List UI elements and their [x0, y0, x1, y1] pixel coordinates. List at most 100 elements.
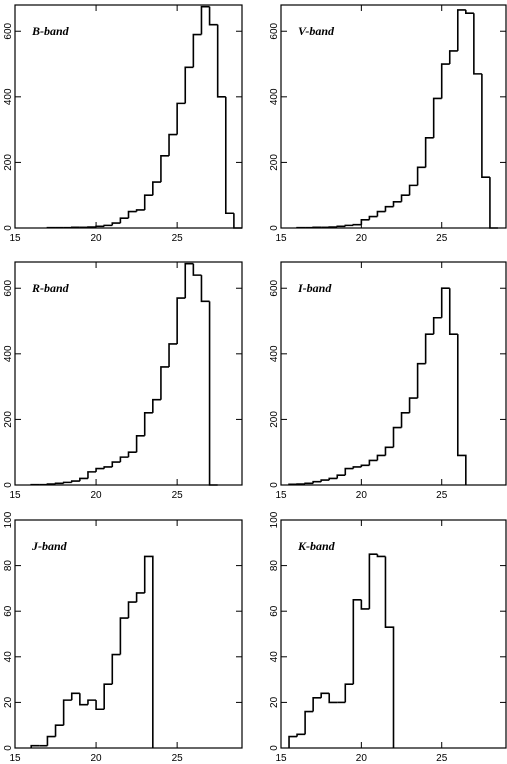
plot-frame: [280, 4, 507, 229]
histogram-bin: [135, 592, 145, 603]
y-tick-label: 80: [3, 560, 14, 572]
plot-frame: [14, 4, 243, 229]
y-tick-label: 0: [269, 745, 280, 751]
x-tick-label: 20: [356, 490, 368, 501]
histogram-bin: [384, 556, 395, 748]
histogram-bin: [192, 263, 202, 276]
y-tick-label: 0: [3, 225, 14, 231]
histogram-bin: [408, 397, 418, 413]
histogram-bin: [360, 464, 370, 467]
panel-title: I-band: [297, 281, 332, 295]
histogram-bin: [79, 693, 88, 706]
histogram-bin: [489, 177, 498, 229]
y-tick-label: 60: [3, 605, 14, 617]
histogram-bin: [70, 480, 80, 483]
x-tick-label: 20: [91, 233, 103, 244]
histogram-bin: [216, 24, 226, 98]
histogram-bin: [352, 223, 362, 226]
histogram-bin: [103, 466, 113, 469]
histogram-bin: [440, 63, 450, 99]
histogram-bin: [400, 194, 410, 202]
y-tick-label: 400: [269, 88, 280, 105]
histogram-bin: [376, 454, 386, 461]
histogram-bin: [384, 446, 394, 456]
histogram-bin: [304, 710, 314, 735]
y-tick-label: 20: [269, 696, 280, 708]
y-tick-label: 0: [3, 482, 14, 488]
histogram-bin: [95, 700, 105, 711]
histogram-bin: [46, 483, 56, 485]
y-tick-label: 600: [3, 22, 14, 39]
y-tick-label: 80: [269, 560, 280, 572]
y-tick-label: 600: [269, 279, 280, 296]
histogram-bin: [392, 426, 402, 448]
histogram-bin: [312, 697, 322, 712]
y-tick-label: 40: [3, 651, 14, 663]
y-tick-label: 400: [269, 345, 280, 362]
histogram-bin: [54, 482, 64, 485]
histogram-bin: [103, 683, 113, 710]
y-tick-label: 60: [269, 605, 280, 617]
histogram-bin: [143, 555, 154, 748]
y-tick-label: 200: [269, 411, 280, 428]
histogram-bin: [384, 205, 394, 212]
y-tick-label: 600: [3, 279, 14, 296]
histogram-bin: [224, 96, 234, 215]
histogram-bin: [424, 333, 434, 364]
histogram-bin: [62, 699, 72, 726]
panel-title: J-band: [31, 539, 68, 553]
histogram-bin: [456, 334, 467, 485]
histogram-bin: [416, 362, 426, 399]
histogram-bin: [440, 287, 450, 318]
histogram-bin: [424, 137, 434, 168]
histogram-bin: [312, 480, 322, 484]
histogram-bin: [296, 733, 306, 737]
histogram-bin: [432, 316, 442, 335]
histogram-bin: [344, 467, 354, 476]
histogram-bin: [376, 210, 386, 217]
histogram-bin: [54, 724, 64, 737]
histogram-bin: [352, 599, 362, 685]
histogram-bin: [127, 601, 137, 619]
histogram-bin: [360, 599, 370, 610]
histogram-bin: [119, 217, 129, 224]
y-tick-label: 40: [269, 651, 280, 663]
histogram-bin: [95, 467, 105, 472]
histogram-bin: [111, 653, 121, 685]
histogram-bin: [143, 194, 153, 210]
histogram-bin: [448, 288, 458, 335]
histogram-bin: [30, 744, 40, 748]
x-tick-label: 20: [356, 753, 368, 764]
histogram-bin: [192, 33, 202, 68]
plot-frame: [14, 519, 243, 749]
y-tick-label: 100: [3, 511, 14, 528]
histogram-bin: [46, 735, 56, 746]
histogram-bin: [344, 224, 354, 227]
histogram-bin: [95, 225, 105, 228]
y-tick-label: 100: [269, 511, 280, 528]
histogram-bin: [135, 435, 145, 453]
x-tick-label: 20: [91, 753, 103, 764]
x-tick-label: 20: [356, 233, 368, 244]
histogram-bin: [111, 461, 121, 467]
y-tick-label: 0: [269, 225, 280, 231]
histogram-bin: [368, 553, 378, 609]
histogram-bin: [143, 412, 153, 436]
histogram-bin: [481, 73, 490, 178]
plot-frame: [14, 261, 243, 486]
histogram-bin: [376, 554, 386, 558]
histogram-bin: [152, 181, 161, 196]
histogram-bin: [184, 262, 194, 299]
histogram-bin: [168, 343, 178, 367]
histogram-bin: [160, 155, 170, 183]
histogram-bin: [288, 483, 298, 486]
histogram-bin: [184, 66, 194, 104]
x-tick-label: 15: [9, 490, 21, 501]
panel-title: K-band: [297, 539, 336, 553]
x-tick-label: 15: [275, 233, 287, 244]
x-tick-label: 15: [9, 233, 21, 244]
x-tick-label: 25: [436, 753, 448, 764]
x-tick-label: 25: [436, 233, 448, 244]
histogram-bin: [208, 301, 218, 486]
histogram-bin: [304, 482, 314, 485]
